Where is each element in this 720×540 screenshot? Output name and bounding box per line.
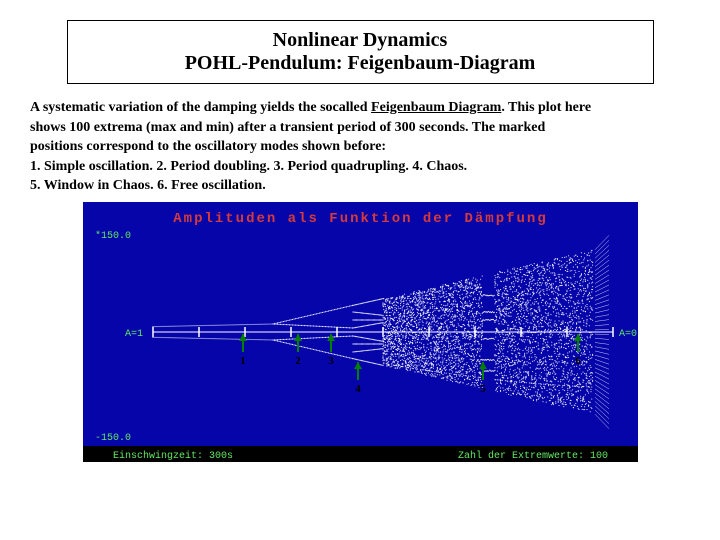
svg-text:*150.0: *150.0 <box>95 230 131 242</box>
description-block: A systematic variation of the damping yi… <box>30 98 690 196</box>
desc-text: 1. Simple oscillation. 2. Period doublin… <box>30 159 467 174</box>
diagram-svg: Amplituden als Funktion der Dämpfung *150… <box>83 202 638 462</box>
page-subtitle: POHL-Pendulum: Feigenbaum-Diagram <box>80 52 641 75</box>
svg-text:A=1: A=1 <box>125 329 143 340</box>
desc-text: A systematic variation of the damping yi… <box>30 100 371 115</box>
desc-text: shows 100 extrema (max and min) after a … <box>30 120 545 135</box>
svg-text:Amplituden als Funktion der Dä: Amplituden als Funktion der Dämpfung <box>173 211 547 227</box>
svg-text:-150.0: -150.0 <box>95 433 131 444</box>
title-box: Nonlinear Dynamics POHL-Pendulum: Feigen… <box>67 20 654 84</box>
svg-text:A=0: A=0 <box>619 329 637 340</box>
desc-text: . This plot here <box>501 100 591 115</box>
feigenbaum-diagram: Amplituden als Funktion der Dämpfung *150… <box>83 202 638 462</box>
desc-text: 5. Window in Chaos. 6. Free oscillation. <box>30 178 266 193</box>
page-title: Nonlinear Dynamics <box>80 29 641 52</box>
desc-text: positions correspond to the oscillatory … <box>30 139 386 154</box>
desc-link: Feigenbaum Diagram <box>371 100 501 115</box>
